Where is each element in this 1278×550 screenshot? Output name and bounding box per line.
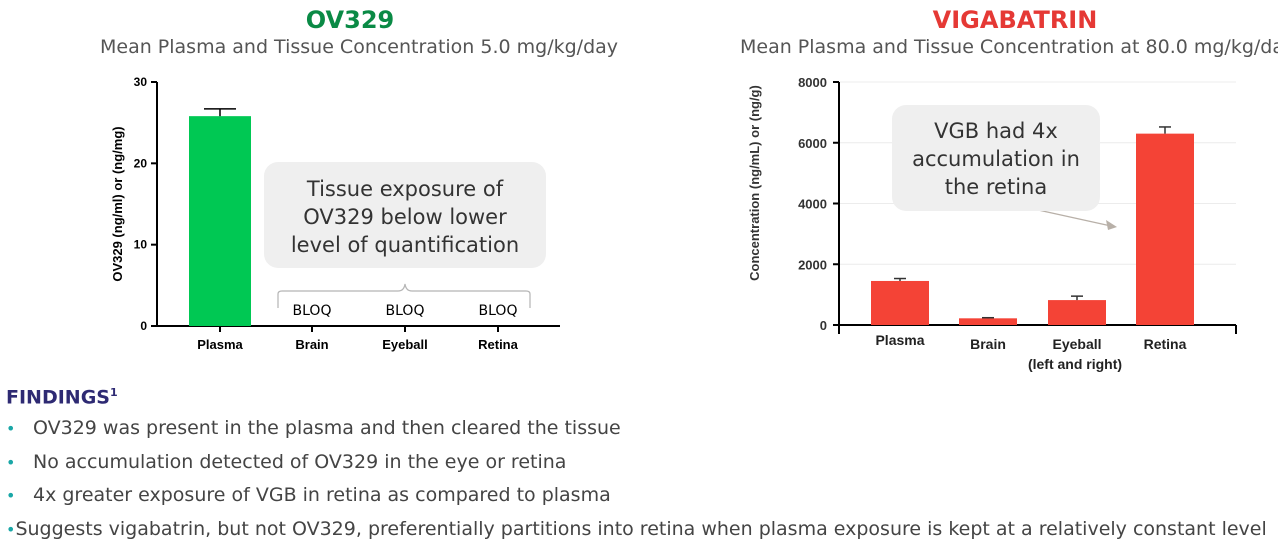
finding-item: • 4x greater exposure of VGB in retina as… [6,483,1266,517]
chart-title-ov329: OV329 [305,6,395,34]
x-tick-label: Eyeball [1052,336,1101,352]
bullet-icon: • [6,452,16,472]
x-tick-sublabel: (left and right) [1028,356,1122,372]
bar-plasma [189,116,251,326]
y-tick-label: 0 [140,319,147,333]
bar-retina [1136,133,1194,325]
data-label-bloq: BLOQ [386,303,425,319]
y-tick-label: 10 [134,238,148,252]
finding-item: • Suggests vigabatrin, but not OV329, pre… [6,517,1267,550]
chart-subtitle-vigabatrin: Mean Plasma and Tissue Concentration at … [740,36,1278,58]
y-tick-label: 30 [134,75,148,89]
findings-heading-text: FINDINGS [6,386,110,409]
bullet-icon: • [6,486,16,506]
bar-plasma [871,280,929,325]
annotation-text: VGB had 4x [934,119,1058,143]
finding-item: • OV329 was present in the plasma and the… [6,416,1266,450]
findings-footnote-ref: 1 [109,386,118,399]
x-tick-label: Plasma [875,332,924,348]
annotation-brace [277,283,531,308]
y-tick-label: 4000 [798,197,827,212]
data-label-bloq: BLOQ [293,303,332,319]
y-tick-label: 8000 [798,75,827,90]
x-tick-label: Brain [970,336,1006,352]
bar-brain [959,318,1017,325]
annotation-text: Tissue exposure of [306,177,504,201]
y-tick-label: 0 [820,318,827,333]
finding-text: Suggests vigabatrin, but not OV329, pref… [15,517,1267,540]
y-tick-label: 2000 [798,257,827,272]
annotation-arrow-head [1106,220,1117,230]
bar-eyeball [1048,300,1106,325]
chart-subtitle-ov329: Mean Plasma and Tissue Concentration 5.0… [100,36,619,58]
annotation-text: OV329 below lower [303,205,507,229]
annotation-box [264,162,546,268]
x-tick-label: Retina [478,337,519,352]
x-tick-label: Retina [1144,336,1187,352]
finding-text: No accumulation detected of OV329 in the… [33,450,567,473]
finding-item: • No accumulation detected of OV329 in th… [6,450,1266,484]
annotation-box [892,105,1100,211]
y-axis-label: Concentration (ng/mL) or (ng/g) [747,85,762,281]
y-tick-label: 20 [134,156,148,170]
y-tick-label: 6000 [798,136,827,151]
x-tick-label: Plasma [197,337,243,352]
annotation-text: level of quantification [291,233,519,257]
findings-heading: FINDINGS1 [6,386,1266,408]
bullet-icon: • [6,519,16,539]
data-label-bloq: BLOQ [479,303,518,319]
finding-text: OV329 was present in the plasma and then… [33,417,621,440]
ov329-bar-chart: 0 10 20 30 OV329 (ng/ml) or (ng/mg) Plasma Bra… [110,75,560,352]
bullet-icon: • [6,419,16,439]
finding-text: 4x greater exposure of VGB in retina as … [33,484,611,507]
y-axis-label: OV329 (ng/ml) or (ng/mg) [110,126,125,281]
vigabatrin-bar-chart: 0 2000 4000 6000 8000 Concentration (ng/mL) o… [747,75,1237,372]
annotation-text: accumulation in [912,147,1080,171]
chart-title-vigabatrin: VIGABATRIN [932,6,1098,34]
findings-section: FINDINGS1 • OV329 was present in the plas… [6,386,1267,550]
x-tick-label: Brain [295,337,328,352]
annotation-text: the retina [945,175,1047,199]
x-tick-label: Eyeball [382,337,428,352]
